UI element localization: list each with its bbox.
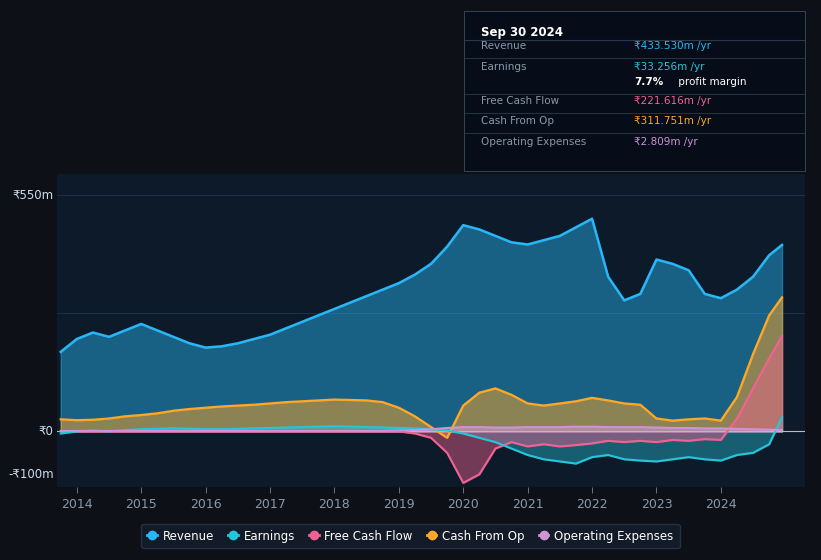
Text: Earnings: Earnings (481, 62, 526, 72)
Text: -₹100m: -₹100m (8, 468, 53, 481)
Text: ₹33.256m /yr: ₹33.256m /yr (635, 62, 704, 72)
Text: ₹221.616m /yr: ₹221.616m /yr (635, 96, 711, 106)
Text: ₹0: ₹0 (39, 425, 53, 438)
Text: Free Cash Flow: Free Cash Flow (481, 96, 559, 106)
Text: profit margin: profit margin (675, 77, 746, 87)
Text: ₹433.530m /yr: ₹433.530m /yr (635, 41, 711, 52)
Text: 7.7%: 7.7% (635, 77, 663, 87)
Text: Sep 30 2024: Sep 30 2024 (481, 26, 563, 39)
Text: ₹311.751m /yr: ₹311.751m /yr (635, 116, 711, 127)
Text: ₹2.809m /yr: ₹2.809m /yr (635, 137, 698, 147)
Text: Revenue: Revenue (481, 41, 526, 52)
Text: ₹550m: ₹550m (12, 189, 53, 202)
Text: Cash From Op: Cash From Op (481, 116, 554, 127)
Legend: Revenue, Earnings, Free Cash Flow, Cash From Op, Operating Expenses: Revenue, Earnings, Free Cash Flow, Cash … (141, 524, 680, 548)
Text: Operating Expenses: Operating Expenses (481, 137, 586, 147)
